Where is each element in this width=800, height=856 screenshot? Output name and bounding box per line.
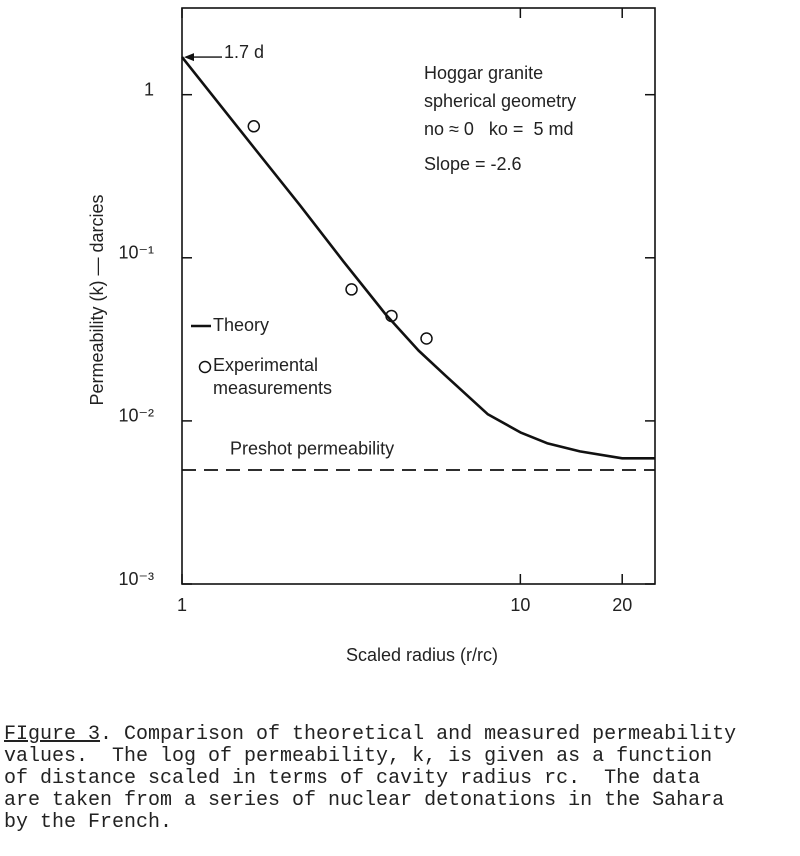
caption-line: of distance scaled in terms of cavity ra… [4, 767, 701, 790]
caption: FIgure 3. Comparison of theoretical and … [4, 724, 800, 834]
annotation: no ≈ 0 ko = 5 md [424, 119, 573, 139]
figure-label: FIgure 3 [4, 723, 101, 746]
caption-line: values. The log of permeability, k, is g… [4, 745, 713, 768]
annotation: 1.7 d [224, 42, 264, 62]
data-point [247, 120, 261, 133]
legend-label: Experimental measurements [213, 355, 333, 398]
annotation: spherical geometry [424, 91, 576, 111]
y-tick-label: 10⁻¹ [118, 243, 154, 263]
x-tick-label: 20 [612, 595, 632, 615]
y-tick-label: 1 [144, 79, 154, 99]
x-tick-label: 10 [510, 595, 530, 615]
y-tick-label: 10⁻³ [118, 569, 154, 589]
data-point [345, 283, 358, 296]
y-axis-title: Permeability (k) — darcies [87, 194, 107, 405]
caption-line: by the French. [4, 811, 173, 834]
annotation: Hoggar granite [424, 63, 543, 83]
series-line [180, 56, 655, 460]
reference-label: Preshot permeability [230, 439, 394, 459]
plot-frame [181, 7, 656, 585]
caption-line: . Comparison of theoretical and measured… [100, 723, 737, 746]
x-tick-label: 1 [177, 595, 187, 615]
legend-swatch [198, 360, 212, 374]
legend-label: Theory [213, 315, 269, 335]
data-point [385, 309, 398, 323]
y-tick-label: 10⁻² [118, 406, 154, 426]
annotation: Slope = -2.6 [424, 154, 522, 174]
x-axis-title: Scaled radius (r/rc) [346, 645, 498, 665]
data-point [420, 332, 433, 345]
annotation-arrowhead [184, 53, 194, 62]
chart: Scaled radius (r/rc) Permeability (k) — … [87, 7, 656, 665]
caption-line: are taken from a series of nuclear deton… [4, 789, 725, 812]
